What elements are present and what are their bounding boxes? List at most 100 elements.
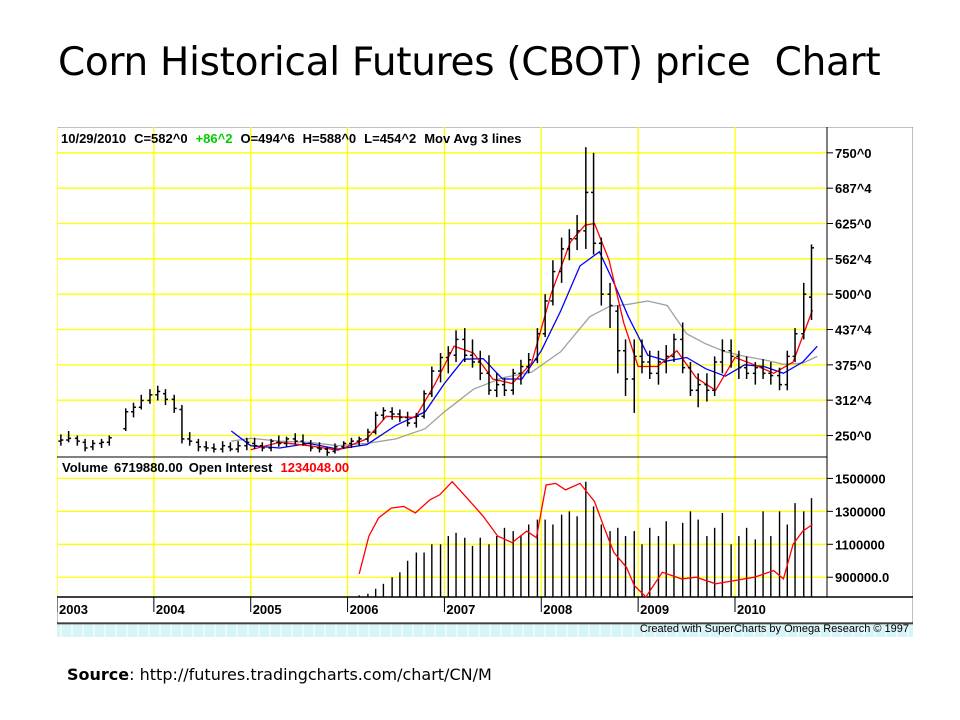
price-bar [494,373,500,398]
price-bar [155,385,161,401]
price-bar [220,441,226,453]
price-bar [244,437,250,451]
price-bar [66,430,72,443]
price-bar [680,322,686,374]
price-bars [58,147,815,456]
price-chart: 750^0 687^4 625^0 562^4 500^0 437^4 375^0 312^4… [57,127,913,637]
header-low: L=454^2 [364,131,416,146]
price-bar [365,428,371,443]
price-bar [631,339,637,413]
price-tick-label: 687^4 [835,181,872,196]
price-bar [510,368,516,395]
price-bar [252,437,258,450]
price-bar [583,147,589,249]
price-bar [518,359,524,385]
price-bar [276,435,282,447]
price-bar [809,244,815,321]
price-tick-label: 562^4 [835,252,872,267]
price-header: 10/29/2010 C=582^0 +86^2 O=494^6 H=588^0 L=45… [61,131,522,146]
price-bar [308,440,314,452]
moving-average-lines [230,222,818,451]
volume-tick-label: 1500000 [835,471,886,486]
price-bar [687,362,693,396]
price-tick-label: 375^0 [835,358,872,373]
price-bar [380,407,386,420]
price-bar [82,438,88,452]
open-interest-line [358,480,813,599]
price-bar [542,294,548,338]
price-axis-ticks: 750^0 687^4 625^0 562^4 500^0 437^4 375^0 312^4… [827,146,872,444]
price-bar [74,435,80,446]
volume-tick-label: 1100000 [835,537,885,552]
chart-bottom-ticks [60,624,909,637]
year-label: 2010 [737,602,766,617]
price-bar [728,339,734,368]
volume-bars [358,481,813,597]
price-bar [316,442,322,453]
price-bar [138,394,144,410]
price-bar [58,434,64,446]
price-bar [792,328,798,363]
price-bar [162,389,168,405]
price-bar [324,446,330,456]
price-bar [259,442,265,452]
price-bar [453,330,459,363]
price-bar [534,328,540,364]
price-bar [438,352,444,383]
price-bar [550,260,556,306]
price-bar [526,352,532,374]
price-tick-label: 500^0 [835,287,872,302]
price-bar [187,432,193,446]
source-separator: : [129,665,140,684]
header-change: +86^2 [196,131,233,146]
year-label: 2005 [253,602,282,617]
price-bar [227,442,233,452]
chart-background [57,127,913,624]
price-bar [501,377,507,396]
price-bar [486,355,492,395]
price-bar [284,436,290,447]
year-label: 2004 [156,602,186,617]
price-bar [147,389,153,404]
source-caption: Source: http://futures.tradingcharts.com… [67,665,492,684]
price-bar [179,404,185,444]
price-bar [591,152,597,255]
price-bar [356,436,362,446]
price-bar [470,339,476,368]
price-bar [445,346,451,374]
price-bar [131,402,137,418]
price-bar [671,333,677,363]
price-bar [777,367,783,391]
price-bar [574,215,580,251]
footer-note: Created with SuperCharts by Omega Resear… [640,623,909,635]
price-bar [421,390,427,419]
source-url: http://futures.tradingcharts.com/chart/C… [139,665,492,684]
price-tick-label: 250^0 [835,429,872,444]
volume-axis-ticks: 1500000 1300000 1100000 900000.0 [827,471,889,585]
price-tick-label: 312^4 [835,393,872,408]
volume-value: 6719880.00 [114,460,183,475]
price-bar [389,407,395,420]
year-label: 2007 [446,602,475,617]
price-bar [195,438,201,452]
price-bar [332,443,338,454]
price-bar [300,434,306,446]
price-bar [268,438,274,452]
price-bar [760,359,766,379]
price-bar [559,237,565,283]
price-bar [655,350,661,385]
price-bar [736,350,742,379]
price-bar [712,356,718,396]
price-bar [413,412,419,428]
price-tick-label: 625^0 [835,217,872,232]
year-label: 2009 [640,602,669,617]
page-title: Corn Historical Futures (CBOT) price Cha… [58,40,881,85]
year-gridlines [57,127,736,597]
header-open: O=494^6 [240,131,294,146]
volume-tick-label: 1300000 [835,504,886,519]
price-bar [462,328,468,363]
open-interest-label: Open Interest [189,460,273,475]
year-label: 2008 [543,602,572,617]
price-bar [623,339,629,396]
price-bar [695,373,701,408]
